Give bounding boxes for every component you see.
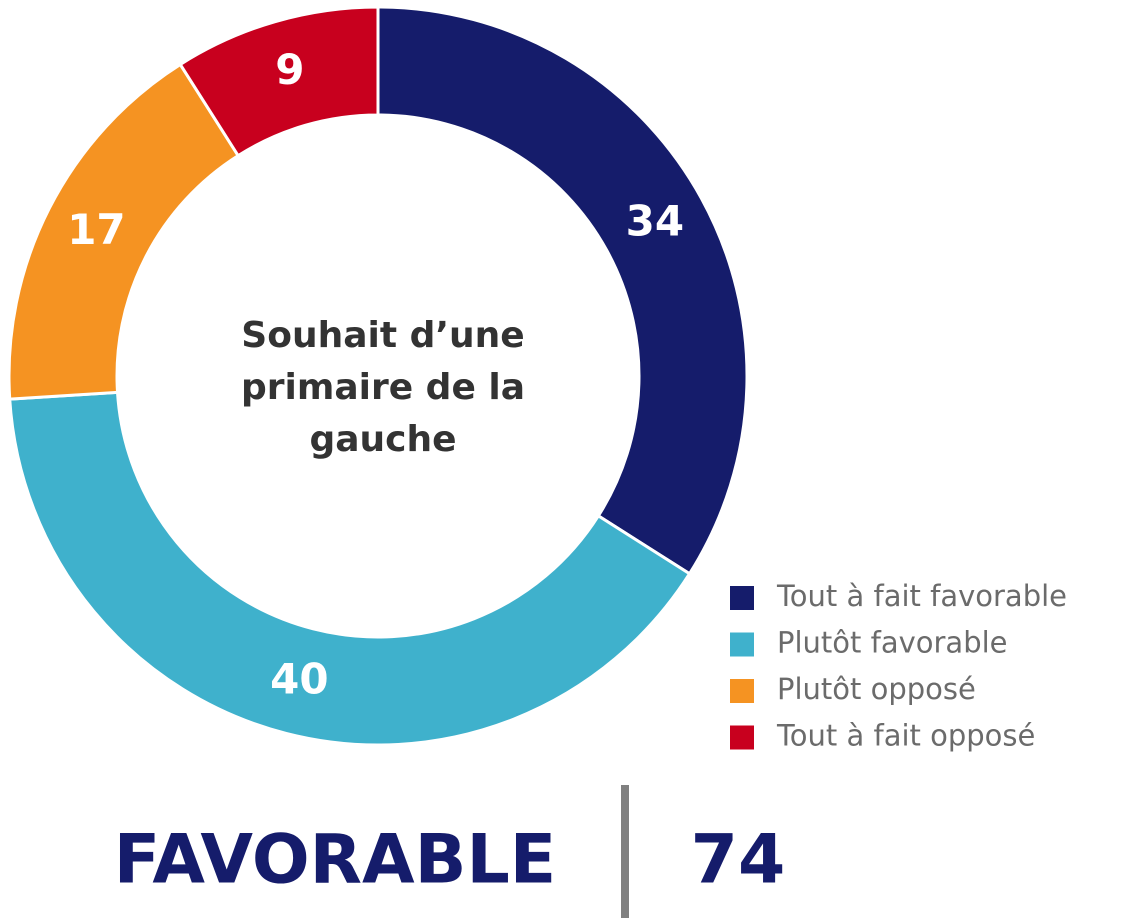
legend-label: Plutôt opposé	[777, 672, 976, 706]
center-label: primaire de la	[241, 367, 525, 408]
data-label: 9	[275, 45, 304, 94]
donut-segment	[8, 390, 692, 747]
data-label: 34	[626, 196, 684, 245]
summary-label: FAVORABLE	[114, 821, 557, 900]
legend-swatch	[730, 725, 754, 750]
donut-segment	[178, 5, 380, 158]
legend-label: Tout à fait favorable	[776, 579, 1067, 613]
legend-label: Plutôt favorable	[777, 626, 1008, 660]
summary-value: 74	[691, 821, 786, 900]
center-label: Souhait d’une	[241, 315, 524, 356]
legend-swatch	[730, 586, 754, 610]
legend-swatch	[730, 632, 754, 657]
donut-segment	[376, 5, 749, 576]
data-label: 17	[67, 205, 125, 254]
center-label: gauche	[309, 419, 456, 460]
data-label: 40	[270, 655, 328, 704]
legend-swatch	[730, 679, 754, 703]
legend-label: Tout à fait opposé	[776, 719, 1035, 753]
